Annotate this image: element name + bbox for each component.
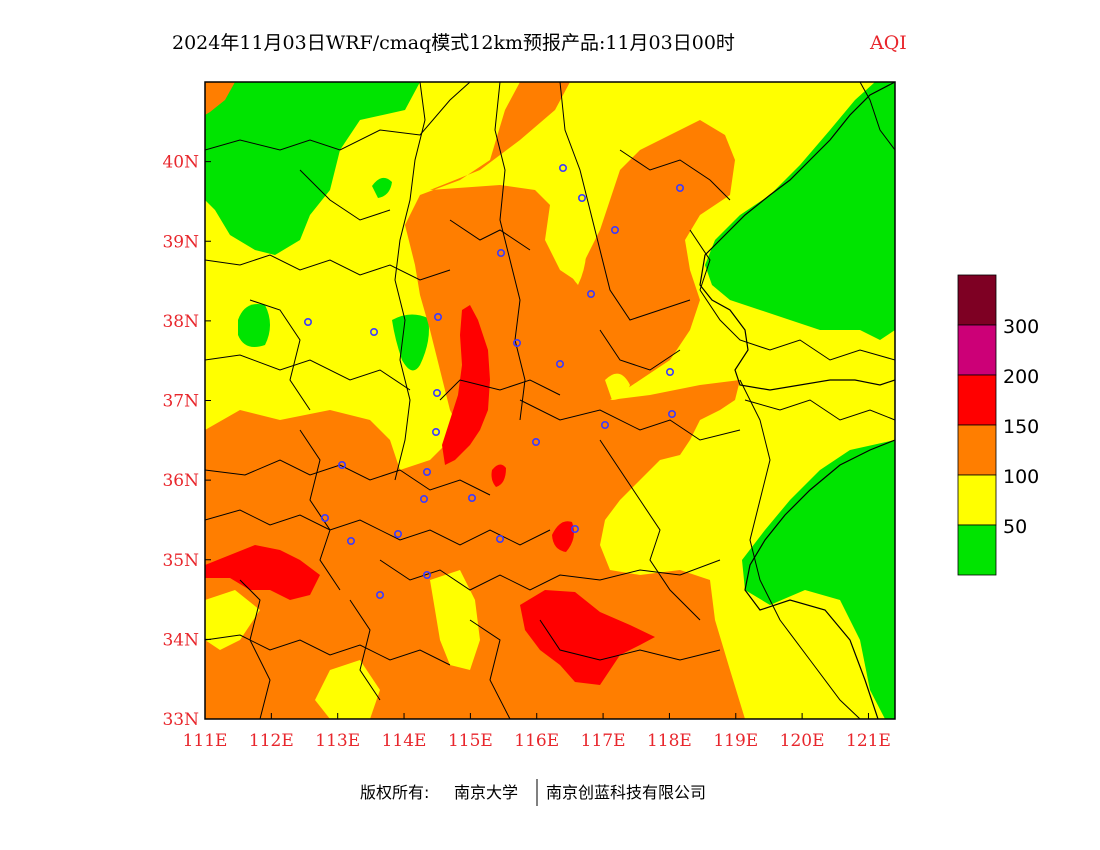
y-tick-label: 36N (162, 471, 199, 491)
city-marker (393, 529, 402, 538)
city-marker (600, 420, 609, 429)
city-marker (675, 184, 684, 193)
city-marker (558, 164, 567, 173)
legend-label-300: 300 (1003, 316, 1039, 338)
legend-label-100: 100 (1003, 466, 1039, 488)
aqi-area-usg-northwest-corner (205, 82, 235, 115)
aqi-area-unhealthy-1 (442, 305, 490, 465)
footer: 版权所有: 南京大学 南京创蓝科技有限公司 (360, 779, 706, 806)
y-tick-label: 33N (162, 710, 199, 730)
legend-label-50: 50 (1003, 516, 1027, 538)
city-marker (512, 338, 521, 347)
city-marker (431, 427, 440, 436)
aqi-area-good-patch-1 (238, 304, 270, 348)
aqi-area-unhealthy-2 (205, 545, 320, 600)
city-marker (495, 534, 504, 543)
city-marker (346, 536, 355, 545)
x-tick-label: 116E (514, 731, 559, 751)
city-marker (303, 317, 312, 326)
x-tick-label: 119E (713, 731, 758, 751)
aqi-area-moderate-island-2 (430, 570, 480, 670)
legend-swatch-150-200 (957, 374, 997, 426)
city-marker (337, 460, 346, 469)
x-tick-label: 121E (846, 731, 891, 751)
x-tick-label: 112E (249, 731, 294, 751)
aqi-area-unhealthy-3 (520, 590, 655, 685)
legend-swatch-0-50 (957, 524, 997, 576)
chart-title: 2024年11月03日WRF/cmaq模式12km预报产品:11月03日00时 (172, 32, 735, 54)
aqi-area-moderate-island-1 (205, 590, 260, 650)
aqi-area-unhealthy-4 (552, 521, 574, 552)
aqi-area-moderate-island-4 (560, 218, 587, 285)
aqi-map (205, 82, 895, 719)
admin-boundaries (205, 82, 895, 719)
legend-swatch-50-100 (957, 474, 997, 526)
aqi-area-good-northwest (205, 82, 420, 255)
legend-swatch-300plus (957, 274, 997, 326)
x-tick-label: 113E (315, 731, 360, 751)
y-tick-label: 34N (162, 630, 199, 650)
city-marker (610, 226, 619, 235)
x-tick-label: 114E (382, 731, 427, 751)
city-marker (467, 493, 476, 502)
city-marker (667, 409, 676, 418)
x-axis: 111E 112E 113E 114E 115E 116E 117E 118E 119E 120E… (183, 713, 891, 751)
x-tick-label: 117E (581, 731, 626, 751)
aqi-area-good-patch-3 (372, 177, 392, 198)
y-axis: 40N 39N 38N 37N 36N 35N 34N 33N (162, 153, 211, 730)
copyright-label: 版权所有: (360, 783, 429, 802)
city-marker (531, 437, 540, 446)
city-markers (303, 164, 684, 599)
city-marker (422, 570, 431, 579)
x-tick-label: 115E (448, 731, 493, 751)
city-marker (555, 359, 564, 368)
y-tick-label: 40N (162, 153, 199, 173)
city-marker (433, 312, 442, 321)
coastline (699, 82, 895, 719)
x-tick-label: 118E (647, 731, 692, 751)
y-tick-label: 37N (162, 392, 199, 412)
city-marker (432, 388, 441, 397)
legend-label-150: 150 (1003, 416, 1039, 438)
x-tick-label: 111E (183, 731, 228, 751)
city-marker (665, 367, 674, 376)
y-tick-label: 39N (162, 232, 199, 252)
aqi-area-moderate-island-5 (605, 373, 630, 400)
city-marker (586, 289, 595, 298)
chart-title-aqi: AQI (869, 32, 907, 54)
legend-swatch-100-150 (957, 424, 997, 476)
legend-swatch-200-300 (957, 324, 997, 376)
aqi-area-good-patch-2 (392, 314, 429, 371)
aqi-legend: 300 200 150 100 50 (957, 274, 1039, 576)
copyright-owner-1: 南京大学 (454, 783, 518, 802)
city-marker (375, 590, 384, 599)
city-marker (320, 513, 329, 522)
y-tick-label: 38N (162, 312, 199, 332)
legend-label-200: 200 (1003, 366, 1039, 388)
city-marker (422, 467, 431, 476)
aqi-area-good-northeast (705, 82, 895, 340)
copyright-owner-2: 南京创蓝科技有限公司 (546, 783, 706, 802)
aqi-area-good-east (742, 440, 895, 719)
city-marker (570, 524, 579, 533)
city-marker (419, 494, 428, 503)
city-marker (369, 327, 378, 336)
x-tick-label: 120E (780, 731, 825, 751)
city-marker (496, 249, 505, 258)
city-marker (577, 194, 586, 203)
y-tick-label: 35N (162, 551, 199, 571)
aqi-area-unhealthy-5 (491, 464, 506, 487)
